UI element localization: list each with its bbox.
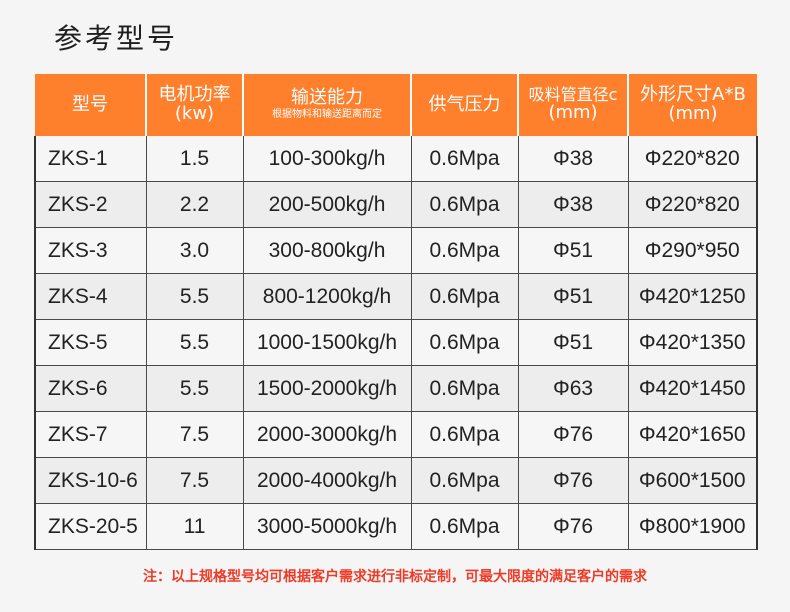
cell-suction-pipe: Φ76 xyxy=(517,411,628,458)
cell-dimensions: Φ600*1500 xyxy=(627,457,758,504)
cell-air-pressure: 0.6Mpa xyxy=(410,181,518,228)
cell-motor-power: 5.5 xyxy=(145,273,243,320)
cell-capacity: 300-800kg/h xyxy=(242,227,411,274)
header-dimensions: 外形尺寸A*B (mm) xyxy=(628,74,757,136)
header-label: 电机功率 xyxy=(158,84,231,106)
cell-air-pressure: 0.6Mpa xyxy=(410,319,518,366)
header-air-pressure: 供气压力 xyxy=(411,74,519,136)
cell-dimensions: Φ800*1900 xyxy=(627,503,758,550)
cell-air-pressure: 0.6Mpa xyxy=(410,457,518,504)
table-row: ZKS-10-6 7.5 2000-4000kg/h 0.6Mpa Φ76 Φ600*15… xyxy=(34,457,758,504)
header-capacity: 输送能力 根据物料和输送距离而定 xyxy=(243,74,412,136)
header-suction-pipe: 吸料管直径c (mm) xyxy=(518,74,629,136)
cell-dimensions: Φ420*1450 xyxy=(627,365,758,412)
cell-dimensions: Φ220*820 xyxy=(627,136,758,182)
cell-capacity: 3000-5000kg/h xyxy=(242,503,411,550)
cell-suction-pipe: Φ76 xyxy=(517,457,628,504)
cell-capacity: 200-500kg/h xyxy=(242,181,411,228)
header-unit: (mm) xyxy=(548,101,598,123)
cell-model: ZKS-4 xyxy=(34,273,146,320)
footnote: 注：以上规格型号均可根据客户需求进行非标定制，可最大限度的满足客户的需求 xyxy=(143,569,647,585)
header-model: 型号 xyxy=(35,74,147,136)
cell-motor-power: 2.2 xyxy=(145,181,243,228)
header-label: 吸料管直径c xyxy=(528,85,618,105)
cell-suction-pipe: Φ76 xyxy=(517,503,628,550)
cell-air-pressure: 0.6Mpa xyxy=(410,365,518,412)
cell-motor-power: 3.0 xyxy=(145,227,243,274)
header-label: 输送能力 xyxy=(291,87,363,109)
table-row: ZKS-6 5.5 1500-2000kg/h 0.6Mpa Φ63 Φ420*1450 xyxy=(34,365,758,412)
cell-model: ZKS-10-6 xyxy=(34,457,146,504)
cell-air-pressure: 0.6Mpa xyxy=(410,273,518,320)
header-motor-power: 电机功率 (kw) xyxy=(146,74,244,136)
cell-suction-pipe: Φ63 xyxy=(517,365,628,412)
cell-motor-power: 7.5 xyxy=(145,457,243,504)
cell-dimensions: Φ420*1650 xyxy=(627,411,758,458)
cell-air-pressure: 0.6Mpa xyxy=(410,227,518,274)
table-row: ZKS-7 7.5 2000-3000kg/h 0.6Mpa Φ76 Φ420*1650 xyxy=(34,411,758,458)
table-row: ZKS-1 1.5 100-300kg/h 0.6Mpa Φ38 Φ220*820 xyxy=(34,136,758,182)
table-row: ZKS-5 5.5 1000-1500kg/h 0.6Mpa Φ51 Φ420*1350 xyxy=(34,319,758,366)
cell-capacity: 1500-2000kg/h xyxy=(242,365,411,412)
spec-table: 型号 电机功率 (kw) 输送能力 根据物料和输送距离而定 供气压力 吸料管直径… xyxy=(34,74,758,550)
cell-model: ZKS-20-5 xyxy=(34,503,146,550)
header-label: 供气压力 xyxy=(428,93,501,115)
cell-motor-power: 5.5 xyxy=(145,319,243,366)
header-label: 型号 xyxy=(72,93,108,115)
table-row: ZKS-2 2.2 200-500kg/h 0.6Mpa Φ38 Φ220*820 xyxy=(34,181,758,228)
table-header-row: 型号 电机功率 (kw) 输送能力 根据物料和输送距离而定 供气压力 吸料管直径… xyxy=(35,74,757,136)
cell-model: ZKS-2 xyxy=(34,181,146,228)
page-title: 参考型号 xyxy=(54,22,179,55)
cell-motor-power: 7.5 xyxy=(145,411,243,458)
cell-motor-power: 1.5 xyxy=(145,136,243,182)
cell-capacity: 800-1200kg/h xyxy=(242,273,411,320)
header-unit: (mm) xyxy=(668,103,718,124)
header-unit: (kw) xyxy=(174,103,215,124)
cell-suction-pipe: Φ51 xyxy=(517,319,628,366)
header-note: 根据物料和输送距离而定 xyxy=(272,109,382,121)
table-row: ZKS-20-5 11 3000-5000kg/h 0.6Mpa Φ76 Φ800*190… xyxy=(34,503,758,550)
cell-air-pressure: 0.6Mpa xyxy=(410,136,518,182)
header-label: 外形尺寸A*B xyxy=(640,84,746,106)
cell-capacity: 2000-4000kg/h xyxy=(242,457,411,504)
cell-air-pressure: 0.6Mpa xyxy=(410,503,518,550)
cell-dimensions: Φ420*1250 xyxy=(627,273,758,320)
cell-air-pressure: 0.6Mpa xyxy=(410,411,518,458)
cell-model: ZKS-7 xyxy=(34,411,146,458)
cell-motor-power: 11 xyxy=(145,503,243,550)
table-row: ZKS-3 3.0 300-800kg/h 0.6Mpa Φ51 Φ290*950 xyxy=(34,227,758,274)
cell-capacity: 1000-1500kg/h xyxy=(242,319,411,366)
cell-suction-pipe: Φ51 xyxy=(517,227,628,274)
cell-model: ZKS-6 xyxy=(34,365,146,412)
table-body: ZKS-1 1.5 100-300kg/h 0.6Mpa Φ38 Φ220*820 ZKS-… xyxy=(34,136,758,550)
cell-capacity: 100-300kg/h xyxy=(242,136,411,182)
cell-model: ZKS-3 xyxy=(34,227,146,274)
table-row: ZKS-4 5.5 800-1200kg/h 0.6Mpa Φ51 Φ420*1250 xyxy=(34,273,758,320)
cell-suction-pipe: Φ38 xyxy=(517,136,628,182)
cell-dimensions: Φ290*950 xyxy=(627,227,758,274)
cell-suction-pipe: Φ51 xyxy=(517,273,628,320)
cell-dimensions: Φ420*1350 xyxy=(627,319,758,366)
cell-capacity: 2000-3000kg/h xyxy=(242,411,411,458)
cell-suction-pipe: Φ38 xyxy=(517,181,628,228)
cell-model: ZKS-5 xyxy=(34,319,146,366)
cell-model: ZKS-1 xyxy=(34,136,146,182)
cell-dimensions: Φ220*820 xyxy=(627,181,758,228)
cell-motor-power: 5.5 xyxy=(145,365,243,412)
